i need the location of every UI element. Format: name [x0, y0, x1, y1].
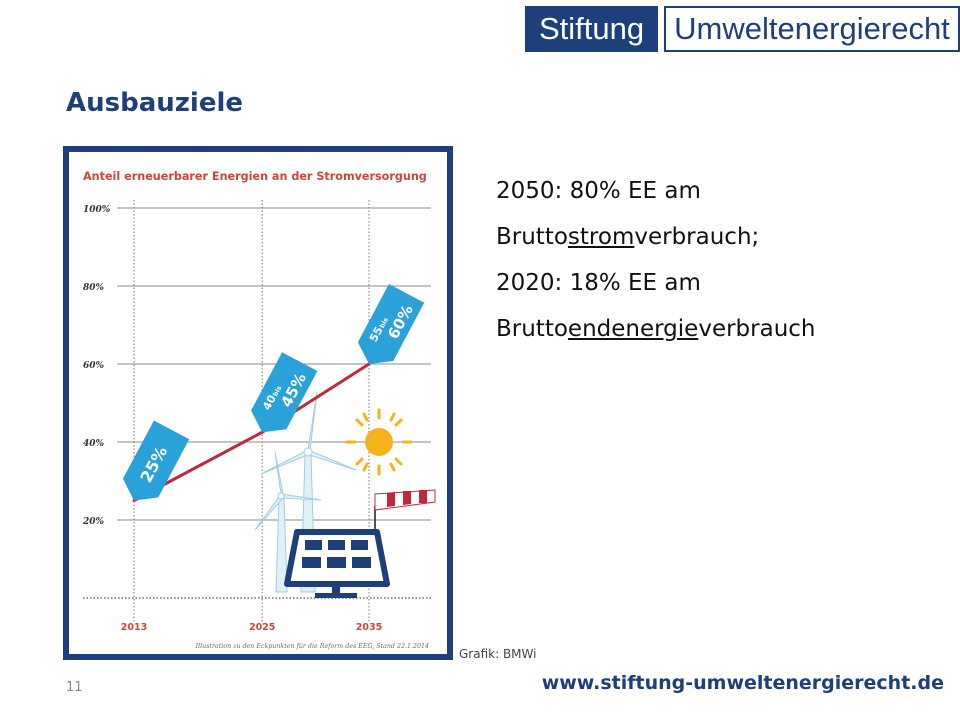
ytick-label: 80% [83, 283, 105, 293]
ytick-label: 100% [83, 205, 111, 215]
bullet-1: 2050: 80% EE am [496, 168, 816, 214]
bullet-4-post: verbrauch [698, 316, 816, 342]
bullet-list: 2050: 80% EE am Bruttostromverbrauch; 20… [496, 168, 816, 352]
logo-umweltenergierecht: Umweltenergierecht [664, 6, 960, 52]
chart-title: Anteil erneuerbarer Energien an der Stro… [83, 170, 427, 183]
graphic-credit: Grafik: BMWi [459, 647, 537, 661]
solar-panel-icon [284, 529, 390, 598]
bullet-3: 2020: 18% EE am [496, 260, 816, 306]
bullet-4-underline: endenergie [567, 316, 699, 342]
flag-shape [357, 283, 425, 364]
slide-title: Ausbauziele [66, 88, 243, 118]
flag-shape [122, 420, 190, 501]
sun-icon [345, 408, 413, 476]
xtick-label: 2025 [249, 622, 275, 633]
flag-text-pre: 40 [260, 392, 279, 412]
page-number: 11 [66, 680, 83, 695]
logo-stiftung: Stiftung [525, 6, 659, 52]
chart-panel: Anteil erneuerbarer Energien an der Stro… [69, 152, 447, 654]
bullet-3-text: 2020: 18% EE am [496, 270, 701, 296]
flag-label-2013: 25% [122, 420, 190, 501]
wind-turbine-small-icon [254, 451, 322, 593]
chart-note: Illustration zu den Eckpunkten für die R… [195, 643, 429, 650]
bullet-2-pre: Brutto [496, 224, 568, 250]
flag-text-pre: 55 [367, 324, 386, 344]
logo: Stiftung Umweltenergierecht [525, 6, 960, 52]
bullet-2: Bruttostromverbrauch; [496, 214, 816, 260]
illustration [254, 391, 436, 598]
xtick-label: 2013 [121, 622, 147, 633]
renewables-chart: Anteil erneuerbarer Energien an der Stro… [82, 170, 436, 650]
bullet-2-post: verbrauch; [634, 224, 760, 250]
ytick-label: 60% [83, 361, 105, 371]
flag-shape [251, 352, 318, 433]
bullet-1-text: 2050: 80% EE am [496, 178, 701, 204]
website-link[interactable]: www.stiftung-umweltenergierecht.de [541, 672, 944, 694]
ytick-label: 40% [83, 439, 105, 449]
xtick-label: 2035 [356, 622, 382, 633]
ytick-label: 20% [82, 517, 105, 527]
chart-frame: Anteil erneuerbarer Energien an der Stro… [63, 146, 453, 660]
bullet-4: Bruttoendenergieverbrauch [496, 306, 816, 352]
bullet-2-underline: strom [567, 224, 635, 250]
bullet-4-pre: Brutto [496, 316, 568, 342]
